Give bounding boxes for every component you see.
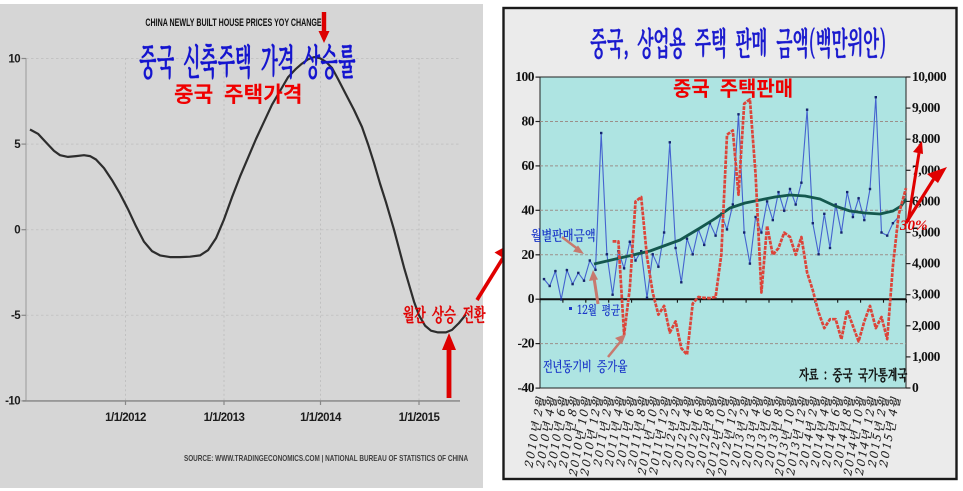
svg-text:CHINA NEWLY BUILT HOUSE PRICES: CHINA NEWLY BUILT HOUSE PRICES YOY CHANG…	[145, 16, 321, 28]
svg-text:8,000: 8,000	[912, 131, 941, 146]
svg-text:1,000: 1,000	[912, 349, 941, 364]
svg-text:-40: -40	[518, 380, 535, 395]
svg-text:SOURCE: WWW.TRADINGECONOMICS.: SOURCE: WWW.TRADINGECONOMICS.COM | NATIO…	[184, 453, 469, 463]
svg-text:5: 5	[14, 139, 21, 151]
svg-text:9,000: 9,000	[912, 100, 941, 115]
svg-text:10,000: 10,000	[912, 69, 947, 84]
svg-text:3,000: 3,000	[912, 287, 941, 302]
svg-text:1/1/2015: 1/1/2015	[399, 412, 441, 424]
svg-text:0: 0	[14, 225, 20, 237]
svg-text:40: 40	[522, 202, 535, 217]
svg-text:100: 100	[515, 69, 535, 84]
svg-text:1/1/2012: 1/1/2012	[105, 412, 146, 424]
svg-text:0: 0	[912, 380, 919, 395]
svg-text:-10: -10	[5, 396, 20, 408]
svg-text:10: 10	[8, 53, 20, 65]
svg-text:60: 60	[522, 158, 535, 173]
svg-text:0: 0	[528, 291, 535, 306]
svg-text:5,000: 5,000	[912, 225, 941, 240]
svg-text:20: 20	[522, 247, 535, 262]
svg-text:30%: 30%	[899, 218, 928, 234]
svg-text:80: 80	[522, 114, 535, 129]
svg-text:1/1/2014: 1/1/2014	[300, 412, 342, 424]
svg-text:-5: -5	[11, 310, 21, 322]
svg-text:2,000: 2,000	[912, 318, 941, 333]
svg-text:1/1/2013: 1/1/2013	[204, 412, 245, 424]
svg-text:-20: -20	[518, 336, 535, 351]
svg-text:4,000: 4,000	[912, 256, 941, 271]
